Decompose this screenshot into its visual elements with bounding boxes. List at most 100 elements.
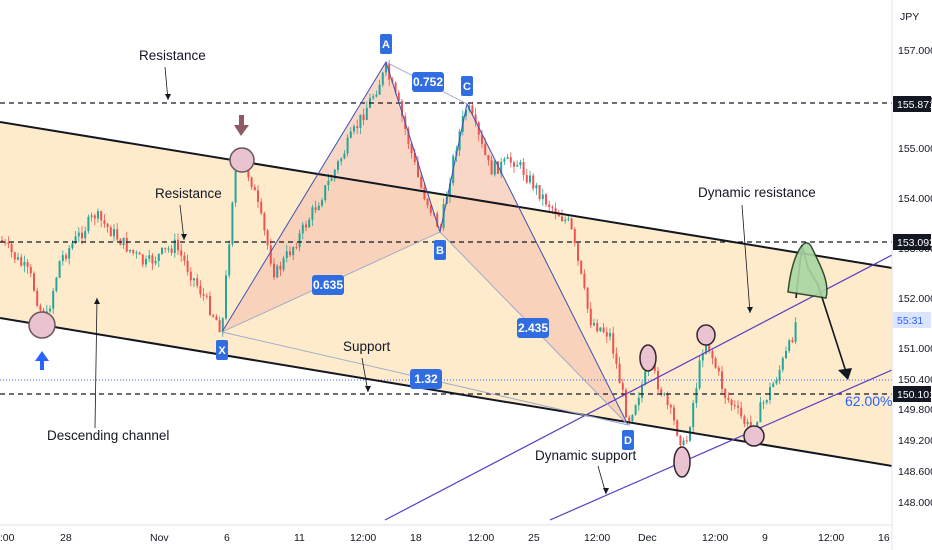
price-tag-label: 55:31 — [897, 315, 923, 327]
candle-body — [682, 440, 685, 446]
candle-body — [525, 175, 528, 183]
x-tick-label: 11 — [294, 532, 305, 544]
x-tick-label: 2:00 — [0, 532, 15, 544]
candle-body — [500, 161, 503, 174]
annotation-label: Support — [343, 339, 391, 354]
ratio-tag-box — [517, 318, 549, 338]
candle-body — [426, 198, 429, 206]
candle-body — [77, 232, 80, 237]
candle-body — [372, 96, 375, 99]
candle-body — [673, 407, 675, 421]
candle-body — [279, 265, 282, 270]
x-tick-label: 28 — [60, 532, 72, 544]
candle-body — [573, 228, 576, 244]
candle-body — [52, 290, 55, 309]
candle-body — [231, 202, 234, 245]
highlight-circle — [28, 311, 56, 339]
annotations-group: Resistance Resistance Support Descending ch… — [47, 34, 892, 495]
candle-body — [317, 205, 320, 210]
dynamic-support-line — [549, 369, 892, 521]
candle-body — [481, 134, 483, 144]
annotation-label: Descending channel — [47, 428, 169, 443]
candle-body — [666, 393, 669, 406]
candle-body — [609, 332, 611, 337]
candle-body — [580, 260, 583, 274]
candle-body — [493, 161, 496, 175]
candle-body — [122, 237, 125, 246]
candle-body — [490, 160, 493, 175]
candle-body — [327, 180, 330, 186]
ratio-tag-label: 0.635 — [313, 278, 343, 292]
annotation-label: Resistance — [155, 186, 222, 201]
resistance-test-shape — [787, 242, 828, 299]
candle-body — [551, 207, 554, 209]
ratio-tag-label: 1.32 — [414, 372, 438, 386]
candle-body — [39, 305, 42, 311]
plot-area[interactable] — [0, 60, 892, 521]
candle-body — [26, 262, 29, 267]
candle-body — [669, 405, 672, 408]
candle-body — [196, 278, 199, 286]
y-tick-label: 149.800 — [898, 404, 932, 416]
annotation-pointer-head — [603, 488, 609, 494]
candle-body — [641, 384, 643, 398]
candle-body — [570, 218, 573, 229]
price-tag-label: 155.871 — [897, 99, 932, 111]
dynamic-resistance-line — [384, 254, 892, 521]
candle-body — [471, 105, 474, 115]
touch-ellipse — [743, 425, 765, 447]
candle-body — [689, 427, 691, 441]
candle-body — [413, 153, 416, 163]
candle-body — [698, 360, 701, 389]
candle-body — [593, 323, 595, 326]
candle-body — [708, 340, 711, 352]
candle-body — [538, 185, 541, 200]
percent-label: 62.00% — [845, 393, 892, 409]
harmonic-point-box — [622, 430, 634, 450]
candle-body — [298, 233, 301, 248]
candle-body — [58, 261, 61, 278]
candle-body — [97, 211, 99, 219]
candle-body — [349, 131, 352, 138]
candle-body — [250, 177, 253, 188]
candle-body — [138, 252, 141, 255]
candle-body — [685, 440, 688, 442]
time-axis[interactable]: 2:00 28 Nov 6 11 12:00 18 12:00 25 12:00 Dec 12:00 9… — [0, 524, 892, 544]
candle-body — [295, 247, 298, 249]
candle-body — [791, 340, 794, 342]
candle-body — [135, 252, 138, 254]
y-tick-label: 157.000 — [898, 45, 932, 57]
candle-body — [583, 273, 586, 288]
candle-body — [561, 216, 563, 222]
candle-body — [164, 247, 167, 249]
ratio-tag-box — [412, 72, 444, 92]
candle-body — [109, 227, 112, 237]
candle-body — [113, 229, 115, 237]
annotation-pointer-head — [94, 298, 100, 304]
candle-body — [602, 327, 605, 333]
candle-body — [417, 162, 419, 177]
candle-body — [484, 143, 487, 155]
price-tag-box — [893, 96, 931, 112]
harmonic-point-box — [461, 76, 473, 96]
price-tag-box — [893, 386, 931, 402]
candle-body — [721, 371, 723, 389]
candle-body — [20, 257, 23, 266]
price-tag-box — [893, 312, 931, 328]
candle-body — [87, 216, 90, 232]
candle-body — [260, 201, 263, 214]
candle-body — [679, 435, 682, 446]
harmonic-point-box — [380, 34, 392, 54]
candle-body — [55, 277, 58, 291]
ratio-tag-box — [312, 275, 344, 295]
candle-body — [116, 229, 119, 240]
candle-body — [420, 176, 423, 188]
x-tick-label: 12:00 — [584, 532, 610, 544]
x-tick-label: 12:00 — [468, 532, 494, 544]
candle-body — [554, 208, 557, 215]
candle-body — [84, 231, 87, 239]
candle-body — [727, 397, 730, 400]
candle-body — [29, 266, 32, 274]
candle-body — [733, 405, 736, 407]
candle-body — [644, 371, 647, 385]
